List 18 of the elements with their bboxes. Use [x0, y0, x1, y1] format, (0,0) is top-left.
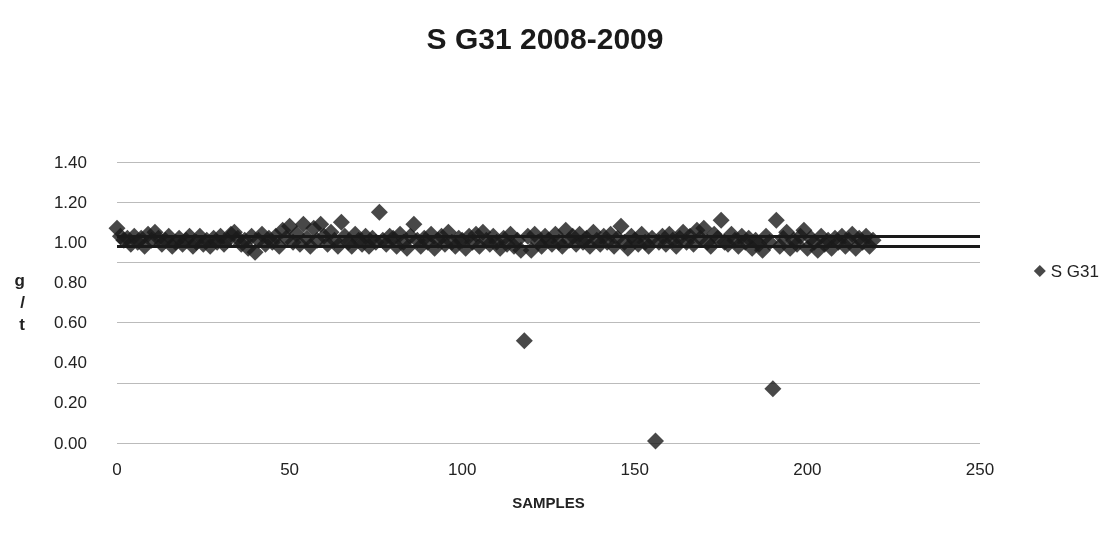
x-tick-label: 200: [793, 460, 822, 479]
x-tick-label: 150: [620, 460, 649, 479]
x-axis-title: SAMPLES: [512, 494, 585, 511]
y-tick-label: 1.00: [53, 232, 87, 252]
y-tick-label: 0.80: [53, 272, 87, 292]
y-tick-label: 0.60: [53, 313, 87, 333]
legend-label: S G31: [1050, 261, 1100, 281]
y-tick-label: 1.40: [53, 152, 87, 172]
y-tick-label: 0.40: [53, 353, 87, 373]
y-tick-label: 1.20: [53, 192, 87, 212]
y-axis-title: g/t: [14, 271, 26, 334]
y-tick-label: 0.00: [53, 433, 87, 453]
x-tick-label: 250: [965, 460, 995, 479]
chart-title: S G31 2008-2009: [426, 21, 664, 55]
x-tick-label: 50: [280, 460, 300, 479]
x-tick-label: 100: [448, 460, 477, 479]
y-tick-label: 0.20: [53, 393, 87, 413]
x-tick-label: 0: [112, 460, 122, 479]
